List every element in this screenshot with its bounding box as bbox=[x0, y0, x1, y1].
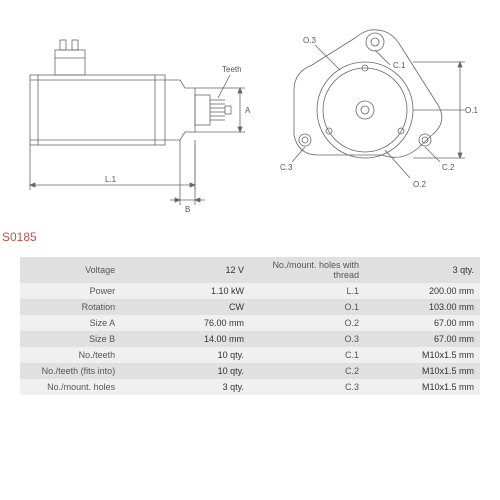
spec-value: 76.00 mm bbox=[121, 315, 250, 331]
side-view bbox=[30, 40, 231, 145]
spec-value: CW bbox=[121, 299, 250, 315]
spec-label: L.1 bbox=[250, 283, 365, 299]
spec-value: 103.00 mm bbox=[365, 299, 480, 315]
spec-label: Size A bbox=[20, 315, 121, 331]
spec-label: C.1 bbox=[250, 347, 365, 363]
spec-label: O.1 bbox=[250, 299, 365, 315]
label-o2: O.2 bbox=[413, 180, 426, 189]
spec-value: M10x1.5 mm bbox=[365, 347, 480, 363]
table-row: No./mount. holes3 qty.C.3M10x1.5 mm bbox=[20, 379, 480, 395]
spec-label: No./teeth (fits into) bbox=[20, 363, 121, 379]
spec-label: Power bbox=[20, 283, 121, 299]
page-container: Teeth L.1 A B O.1 O.2 O.3 C.1 C.2 C.3 S0… bbox=[0, 0, 500, 500]
table-row: Power1.10 kWL.1200.00 mm bbox=[20, 283, 480, 299]
spec-label: Voltage bbox=[20, 257, 121, 283]
label-c1: C.1 bbox=[393, 61, 406, 70]
table-row: RotationCWO.1103.00 mm bbox=[20, 299, 480, 315]
spec-label: Size B bbox=[20, 331, 121, 347]
table-row: No./teeth10 qty.C.1M10x1.5 mm bbox=[20, 347, 480, 363]
spec-value: 67.00 mm bbox=[365, 331, 480, 347]
spec-value: 12 V bbox=[121, 257, 250, 283]
spec-value: 3 qty. bbox=[365, 257, 480, 283]
dim-b bbox=[170, 140, 205, 205]
spec-value: 1.10 kW bbox=[121, 283, 250, 299]
spec-label: No./teeth bbox=[20, 347, 121, 363]
label-l1: L.1 bbox=[105, 175, 117, 184]
technical-drawing: Teeth L.1 A B O.1 O.2 O.3 C.1 C.2 C.3 bbox=[20, 10, 480, 235]
spec-label: O.2 bbox=[250, 315, 365, 331]
label-c3: C.3 bbox=[280, 163, 293, 172]
label-a: A bbox=[245, 106, 251, 115]
spec-label: No./mount. holes bbox=[20, 379, 121, 395]
table-row: Size B14.00 mmO.367.00 mm bbox=[20, 331, 480, 347]
spec-value: 67.00 mm bbox=[365, 315, 480, 331]
diagram-area: Teeth L.1 A B O.1 O.2 O.3 C.1 C.2 C.3 bbox=[20, 10, 480, 235]
front-view bbox=[292, 30, 465, 178]
spec-label: C.3 bbox=[250, 379, 365, 395]
table-row: Voltage12 VNo./mount. holes with thread3… bbox=[20, 257, 480, 283]
label-o1: O.1 bbox=[465, 106, 478, 115]
spec-table-area: Voltage12 VNo./mount. holes with thread3… bbox=[20, 257, 480, 395]
table-row: No./teeth (fits into)10 qty.C.2M10x1.5 m… bbox=[20, 363, 480, 379]
label-o3: O.3 bbox=[303, 36, 316, 45]
spec-value: 10 qty. bbox=[121, 363, 250, 379]
spec-label: Rotation bbox=[20, 299, 121, 315]
label-teeth: Teeth bbox=[222, 65, 242, 74]
part-number: S0185 bbox=[2, 230, 37, 244]
spec-value: 14.00 mm bbox=[121, 331, 250, 347]
spec-value: 10 qty. bbox=[121, 347, 250, 363]
label-c2: C.2 bbox=[442, 163, 455, 172]
spec-label: O.3 bbox=[250, 331, 365, 347]
spec-value: M10x1.5 mm bbox=[365, 363, 480, 379]
table-row: Size A76.00 mmO.267.00 mm bbox=[20, 315, 480, 331]
spec-table: Voltage12 VNo./mount. holes with thread3… bbox=[20, 257, 480, 395]
spec-value: 3 qty. bbox=[121, 379, 250, 395]
spec-label: No./mount. holes with thread bbox=[250, 257, 365, 283]
label-b: B bbox=[185, 205, 190, 214]
spec-value: M10x1.5 mm bbox=[365, 379, 480, 395]
spec-label: C.2 bbox=[250, 363, 365, 379]
spec-value: 200.00 mm bbox=[365, 283, 480, 299]
